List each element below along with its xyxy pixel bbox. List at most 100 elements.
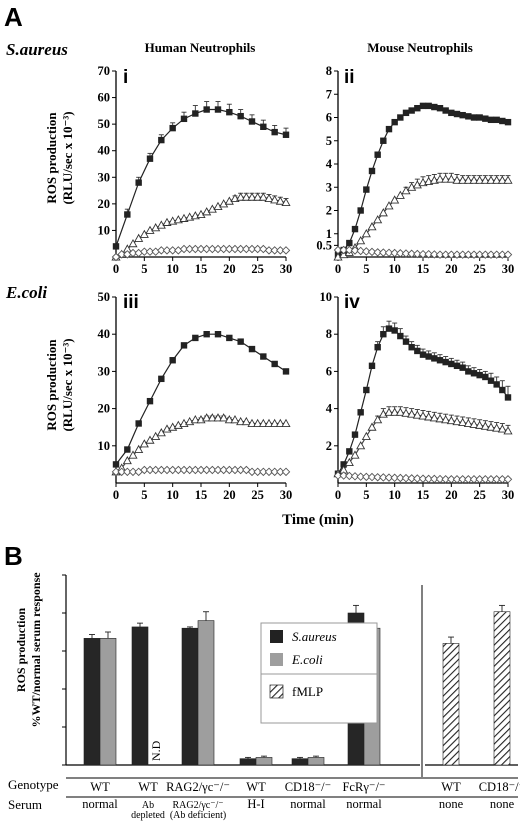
data-point-i-2 — [140, 247, 149, 256]
data-point-i-2 — [117, 250, 126, 259]
data-point-iii-0 — [124, 446, 131, 453]
bar-s2 — [307, 757, 325, 766]
data-point-iii-2 — [281, 467, 291, 477]
plot-iii: 10 20 30 40 50 0 5 10 15 20 25 30 — [98, 290, 293, 502]
series-line-i-0 — [115, 108, 287, 247]
bar-s1 — [83, 638, 101, 766]
data-point-iv-1 — [373, 415, 383, 424]
data-point-i-2 — [179, 244, 189, 254]
data-point-iii-1 — [202, 413, 212, 422]
data-point-ii-1 — [407, 182, 417, 191]
data-point-iv-2 — [498, 475, 507, 484]
data-point-i-2 — [242, 244, 251, 254]
legend-swatch-ecoli — [270, 653, 283, 666]
data-point-iv-2 — [384, 473, 394, 482]
data-point-ii-2 — [401, 249, 411, 258]
data-point-ii-0 — [504, 118, 512, 126]
legend-label-fmlp: fMLP — [292, 684, 323, 699]
serum-label: H-I — [247, 797, 264, 811]
bar-s1 — [181, 627, 199, 766]
y-tick-label-i: 40 — [98, 144, 111, 158]
serum-label: none — [490, 797, 515, 811]
genotype-label: WT — [441, 780, 461, 794]
data-point-iii-1 — [236, 416, 246, 426]
x-tick-label-iv: 25 — [473, 488, 486, 502]
data-point-iv-2 — [464, 475, 473, 484]
data-point-ii-0 — [436, 105, 444, 112]
data-point-ii-0 — [499, 117, 506, 125]
data-point-iii-2 — [157, 465, 166, 475]
plot-b: N.D — [62, 574, 518, 777]
genotype-label: CD18⁻/⁻ — [285, 780, 332, 794]
data-point-i-0 — [135, 179, 142, 186]
data-point-ii-0 — [363, 186, 370, 193]
data-point-i-1 — [139, 229, 149, 238]
data-point-iv-2 — [503, 475, 513, 484]
data-point-iii-1 — [264, 418, 274, 427]
data-point-iv-0 — [357, 409, 364, 416]
data-point-i-1 — [264, 193, 274, 203]
y-tick-label-iv: 10 — [320, 290, 333, 304]
x-tick-label-i: 0 — [113, 262, 119, 276]
data-point-ii-2 — [418, 249, 428, 259]
data-point-iv-1 — [452, 416, 462, 426]
data-point-iii-0 — [192, 334, 199, 342]
y-tick-label-iv: 4 — [326, 402, 333, 416]
y-tick-label-ii: 7 — [326, 87, 332, 101]
data-point-i-1 — [253, 192, 263, 201]
data-point-i-0 — [203, 106, 210, 113]
data-point-iv-2 — [430, 474, 439, 484]
data-point-iii-0 — [169, 357, 176, 364]
y-tick-label-ii: 0.5 — [316, 238, 332, 252]
data-point-iv-0 — [408, 344, 415, 351]
y-tick-label-ii: 1 — [326, 227, 332, 241]
x-tick-label-iii: 10 — [166, 488, 179, 502]
data-point-i-1 — [275, 196, 285, 205]
data-point-ii-1 — [441, 174, 451, 183]
data-point-iv-2 — [345, 471, 354, 481]
data-point-i-2 — [162, 246, 172, 255]
data-point-ii-2 — [475, 250, 484, 259]
data-point-ii-0 — [351, 225, 359, 233]
data-point-iv-1 — [384, 407, 394, 416]
data-point-iv-0 — [487, 377, 495, 384]
data-point-ii-2 — [379, 248, 388, 257]
serum-label: none — [439, 797, 464, 811]
data-point-iv-0 — [448, 360, 455, 368]
data-point-ii-2 — [356, 246, 365, 256]
y-tick-label-ii: 2 — [326, 204, 332, 218]
y-tick-label-ii: 8 — [326, 64, 332, 78]
data-point-i-1 — [134, 233, 144, 242]
data-point-iii-0 — [203, 331, 210, 338]
data-point-iii-2 — [270, 467, 279, 477]
data-point-ii-2 — [464, 250, 473, 259]
data-point-i-1 — [281, 197, 291, 207]
data-point-iii-1 — [253, 418, 263, 427]
data-point-iii-1 — [207, 413, 217, 422]
y-tick-label-ii: 6 — [326, 111, 332, 125]
x-tick-label-iv: 0 — [335, 488, 341, 502]
data-point-ii-1 — [373, 215, 383, 224]
y-tick-label-i: 60 — [98, 91, 111, 105]
data-point-ii-2 — [503, 250, 513, 259]
x-tick-label-i: 25 — [251, 262, 264, 276]
data-point-ii-1 — [469, 175, 479, 184]
data-point-iv-1 — [446, 415, 456, 425]
data-point-ii-2 — [345, 245, 354, 255]
data-point-iv-0 — [499, 386, 506, 394]
x-tick-label-iv: 30 — [502, 488, 515, 502]
data-point-ii-2 — [452, 250, 462, 259]
data-point-iv-0 — [431, 355, 438, 362]
y-tick-label-ii: 4 — [326, 157, 333, 171]
data-point-iii-2 — [128, 467, 138, 477]
x-tick-label-i: 15 — [195, 262, 208, 276]
data-point-ii-1 — [497, 175, 507, 184]
data-point-iii-0 — [237, 338, 244, 345]
data-point-iv-1 — [429, 413, 439, 422]
data-point-ii-2 — [458, 250, 467, 259]
data-point-iii-0 — [135, 420, 142, 427]
data-point-ii-0 — [414, 105, 421, 112]
data-point-iv-0 — [453, 362, 461, 370]
data-point-iii-2 — [117, 467, 126, 477]
